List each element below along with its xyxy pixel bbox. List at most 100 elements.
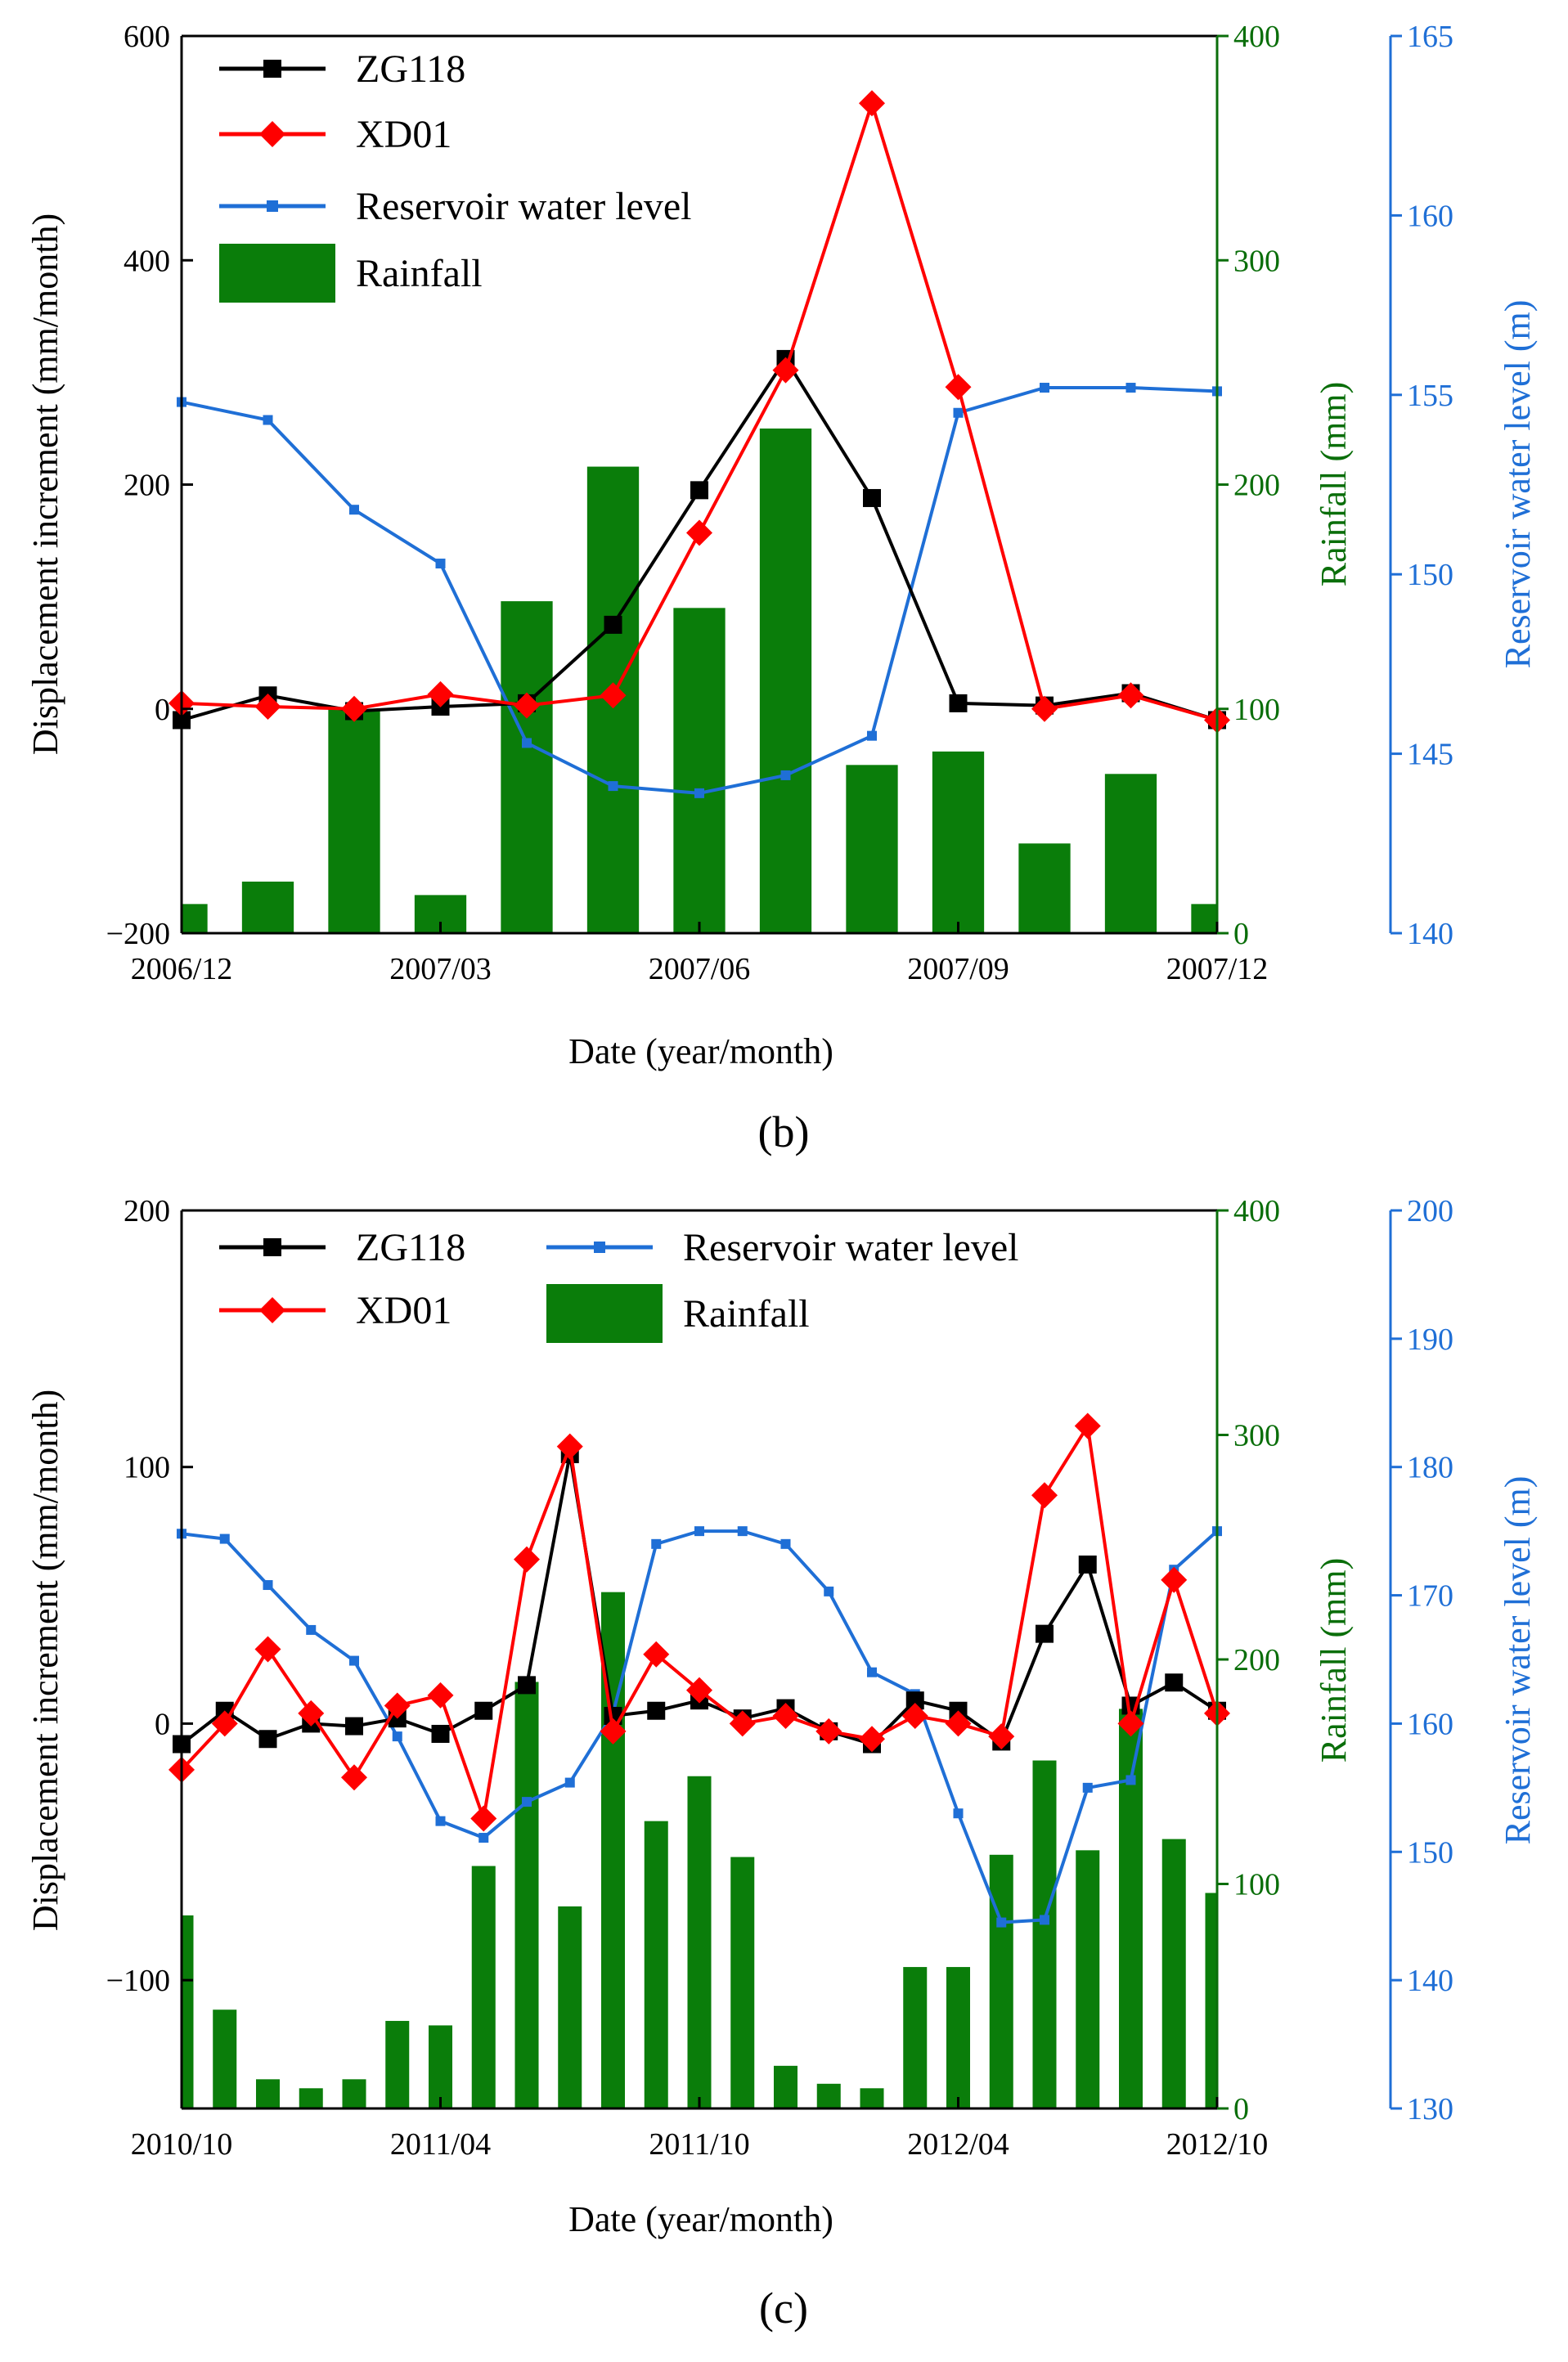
xd01-point [427, 1682, 454, 1709]
xd01-point [514, 692, 540, 719]
rainfall-bar [385, 2020, 410, 2108]
zg118-point [690, 481, 708, 500]
water-level-point [780, 1538, 791, 1549]
left-y-tick-label: 0 [155, 693, 170, 727]
water-y-tick-label: 190 [1407, 1322, 1453, 1357]
water-level-point [349, 505, 359, 515]
left-y-tick-label: 200 [124, 469, 170, 503]
xd01-point [686, 1677, 712, 1704]
rainfall-bar [182, 904, 208, 933]
water-y-tick-label: 130 [1407, 2092, 1453, 2126]
panel-c-chart: 2010/10 2011/04 2011/10 2012/04 2012/10 −100 0… [25, 1194, 1538, 2333]
legend-rainfall-swatch [546, 1284, 663, 1343]
rainfall-bar [773, 2065, 798, 2108]
x-tick-label: 2010/10 [131, 2127, 233, 2162]
rainfall-bar [1018, 843, 1071, 933]
xd01-point [1074, 1412, 1101, 1439]
xd01-point [514, 1546, 540, 1573]
xd01-point [600, 1718, 627, 1745]
water-level-point [953, 407, 964, 418]
water-level-point [219, 1534, 230, 1544]
zg118-point [258, 1730, 277, 1749]
xd01-point [643, 1641, 670, 1668]
rainfall-bar [1076, 1850, 1100, 2108]
water-level-point [392, 1731, 402, 1742]
rainfall-y-tick-label: 400 [1233, 20, 1280, 54]
water-y-tick-label: 140 [1407, 917, 1453, 951]
xd01-point [254, 694, 281, 721]
xd01-line [180, 1421, 1219, 1820]
rainfall-bar [514, 1682, 539, 2108]
rainfall-bar [1161, 1839, 1186, 2108]
water-y-tick-label: 165 [1407, 20, 1453, 54]
rainfall-bar [1205, 1893, 1217, 2108]
water-level-point [263, 1580, 273, 1591]
xd01-point [945, 1710, 972, 1737]
water-level-point [694, 1526, 704, 1537]
legend-zg118-label: ZG118 [356, 1226, 465, 1269]
rainfall-bar [860, 2088, 884, 2108]
rainfall-bar [932, 751, 985, 933]
panel-c-ylabel-water: Reservoir water level (m) [1498, 1476, 1538, 1845]
xd01-point [254, 1636, 281, 1663]
panel-c-axes: 2010/10 2011/04 2011/10 2012/04 2012/10 −100 0… [106, 1194, 1453, 2162]
legend-water-marker [267, 200, 278, 212]
zg118-point [905, 1691, 924, 1710]
rainfall-y-tick-label: 0 [1233, 2092, 1249, 2126]
water-level-point [1125, 383, 1136, 393]
water-level-point [263, 415, 273, 425]
xd01-point [384, 1692, 411, 1719]
zg118-point [1036, 1624, 1054, 1643]
xd01-point [686, 519, 712, 546]
zg118-point [604, 615, 622, 634]
xd01-point [427, 680, 454, 707]
rainfall-bar [328, 708, 380, 933]
panel-c-xlabel: Date (year/month) [568, 2199, 833, 2239]
rainfall-bar [989, 1854, 1013, 2108]
legend-water-marker [594, 1242, 605, 1253]
legend-rainfall-label: Rainfall [683, 1292, 810, 1336]
water-y-tick-label: 160 [1407, 1707, 1453, 1741]
rainfall-bar [428, 2025, 453, 2108]
rainfall-y-tick-label: 100 [1233, 693, 1280, 727]
rainfall-bar [1191, 904, 1217, 933]
water-y-tick-label: 150 [1407, 1835, 1453, 1870]
rainfall-bar [501, 601, 553, 933]
water-y-tick-label: 140 [1407, 1964, 1453, 1998]
rainfall-bar [299, 2088, 323, 2108]
rainfall-bar [759, 428, 812, 933]
water-level-point [435, 559, 446, 569]
xd01-point [470, 1805, 497, 1832]
zg118-point [647, 1701, 666, 1720]
rainfall-bar [558, 1906, 582, 2108]
legend-water-label: Reservoir water level [683, 1226, 1018, 1269]
water-y-tick-label: 155 [1407, 379, 1453, 413]
water-y-tick-label: 150 [1407, 558, 1453, 592]
water-level-point [1082, 1782, 1093, 1793]
water-y-tick-label: 170 [1407, 1579, 1453, 1614]
xd01-point [1031, 1482, 1058, 1509]
rainfall-bar [1104, 774, 1157, 933]
water-y-tick-label: 160 [1407, 199, 1453, 233]
panel-b-ylabel-rain: Rainfall (mm) [1314, 382, 1354, 587]
rainfall-bar [471, 1866, 496, 2108]
rainfall-bar [241, 881, 294, 933]
xd01-point [600, 682, 627, 709]
legend-rainfall-swatch [219, 244, 335, 303]
water-level-point [780, 770, 791, 780]
zg118-point [1078, 1555, 1097, 1574]
rainfall-bar [846, 765, 898, 933]
water-level-point [1125, 1775, 1136, 1785]
xd01-point [341, 695, 367, 722]
panel-b-label: (b) [758, 1107, 810, 1156]
panel-b-ylabel-left: Displacement increment (mm/month) [25, 213, 65, 755]
zg118-point [1165, 1673, 1184, 1692]
x-tick-label: 2007/03 [389, 952, 492, 986]
panel-c-ylabel-left: Displacement increment (mm/month) [25, 1390, 65, 1931]
panel-c-rainfall-bars [182, 1592, 1217, 2108]
rainfall-y-tick-label: 200 [1233, 469, 1280, 503]
xd01-point [1117, 682, 1144, 709]
xd01-point [1031, 695, 1058, 722]
water-level-point [608, 781, 618, 792]
x-tick-label: 2012/10 [1166, 2127, 1269, 2162]
